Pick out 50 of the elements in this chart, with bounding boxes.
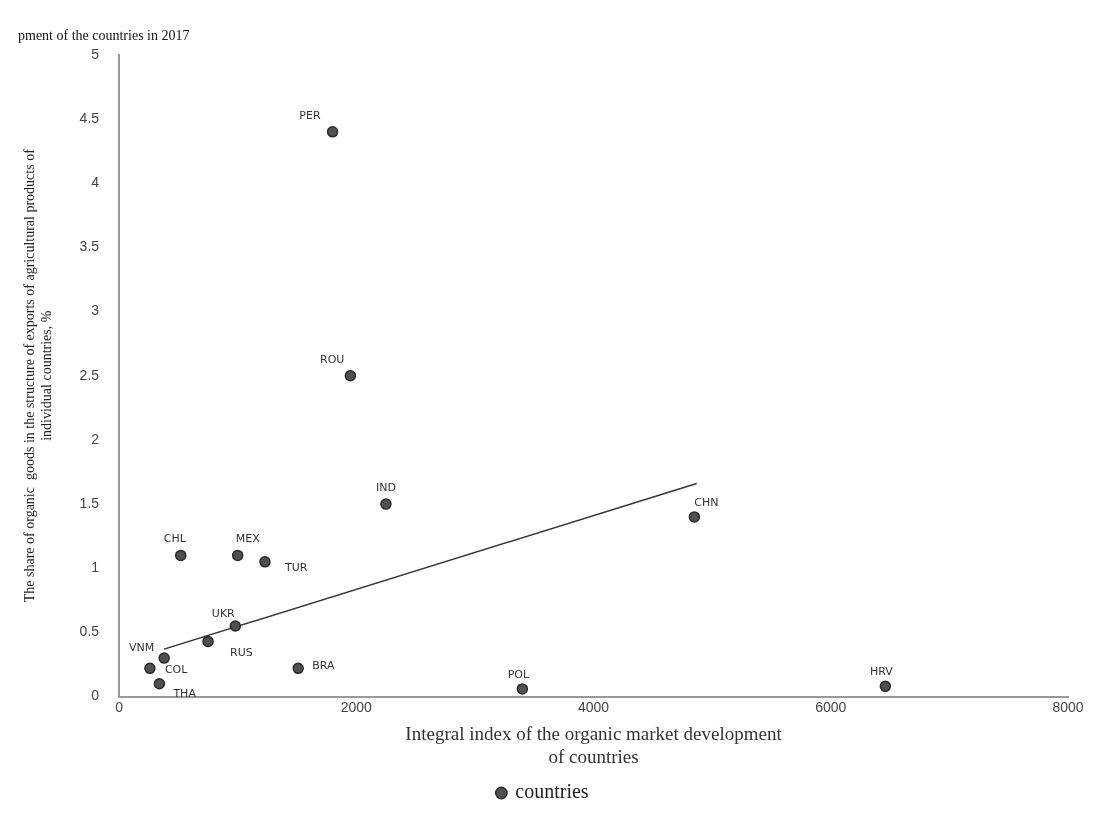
y-axis-title: The share of organic goods in the structure of exports of agricultural products of individual countries, %: [22, 148, 54, 603]
data-label: POL: [507, 667, 530, 681]
data-label: HRV: [869, 665, 894, 679]
data-label: RUS: [230, 646, 253, 660]
data-label: COL: [164, 663, 189, 677]
point: [516, 683, 529, 695]
y-tick-label: 2: [91, 430, 100, 447]
data-label: CHN: [694, 495, 719, 509]
y-tick-label: 5: [91, 45, 100, 62]
data-label: ROU: [320, 352, 345, 366]
y-tick-label: 0.5: [79, 623, 100, 640]
y-tick-label: 1.5: [79, 494, 100, 511]
y-tick-label: 2.5: [79, 366, 100, 383]
point: [688, 511, 701, 523]
point: [292, 662, 304, 675]
point: [231, 549, 244, 562]
legend-label: countries: [515, 780, 589, 803]
point: [380, 498, 392, 510]
point: [326, 126, 339, 138]
data-label: PER: [299, 108, 321, 122]
data-label: VNM: [128, 640, 155, 654]
point: [144, 662, 156, 675]
data-label: UKR: [211, 606, 236, 620]
data-label: BRA: [312, 659, 335, 673]
data-label: CHL: [163, 532, 187, 546]
point: [259, 556, 271, 568]
y-tick-label: 0: [91, 687, 100, 704]
point: [229, 620, 242, 632]
y-tick-label: 3.5: [79, 238, 100, 255]
x-tick-label: 0: [115, 698, 124, 715]
data-label: TUR: [283, 560, 308, 574]
x-tick-label: 2000: [340, 698, 373, 715]
point: [174, 549, 187, 562]
y-tick-label: 1: [91, 559, 100, 576]
chart-title: pment of the countries in 2017: [18, 28, 190, 44]
y-tick-label: 4: [91, 174, 100, 191]
x-tick-label: 8000: [1052, 698, 1084, 715]
x-axis-title: Integral index of the organic market development of countries: [405, 722, 783, 767]
data-label: MEX: [235, 532, 261, 546]
point: [202, 635, 214, 648]
point: [344, 369, 357, 382]
y-tick-label: 4.5: [79, 109, 100, 126]
data-label: THA: [172, 686, 197, 700]
point: [879, 680, 892, 693]
point: [153, 678, 166, 690]
x-tick-label: 4000: [577, 698, 610, 715]
point: [158, 652, 170, 664]
x-tick-label: 6000: [815, 698, 847, 715]
data-label: IND: [375, 480, 396, 494]
y-tick-label: 3: [91, 302, 100, 319]
